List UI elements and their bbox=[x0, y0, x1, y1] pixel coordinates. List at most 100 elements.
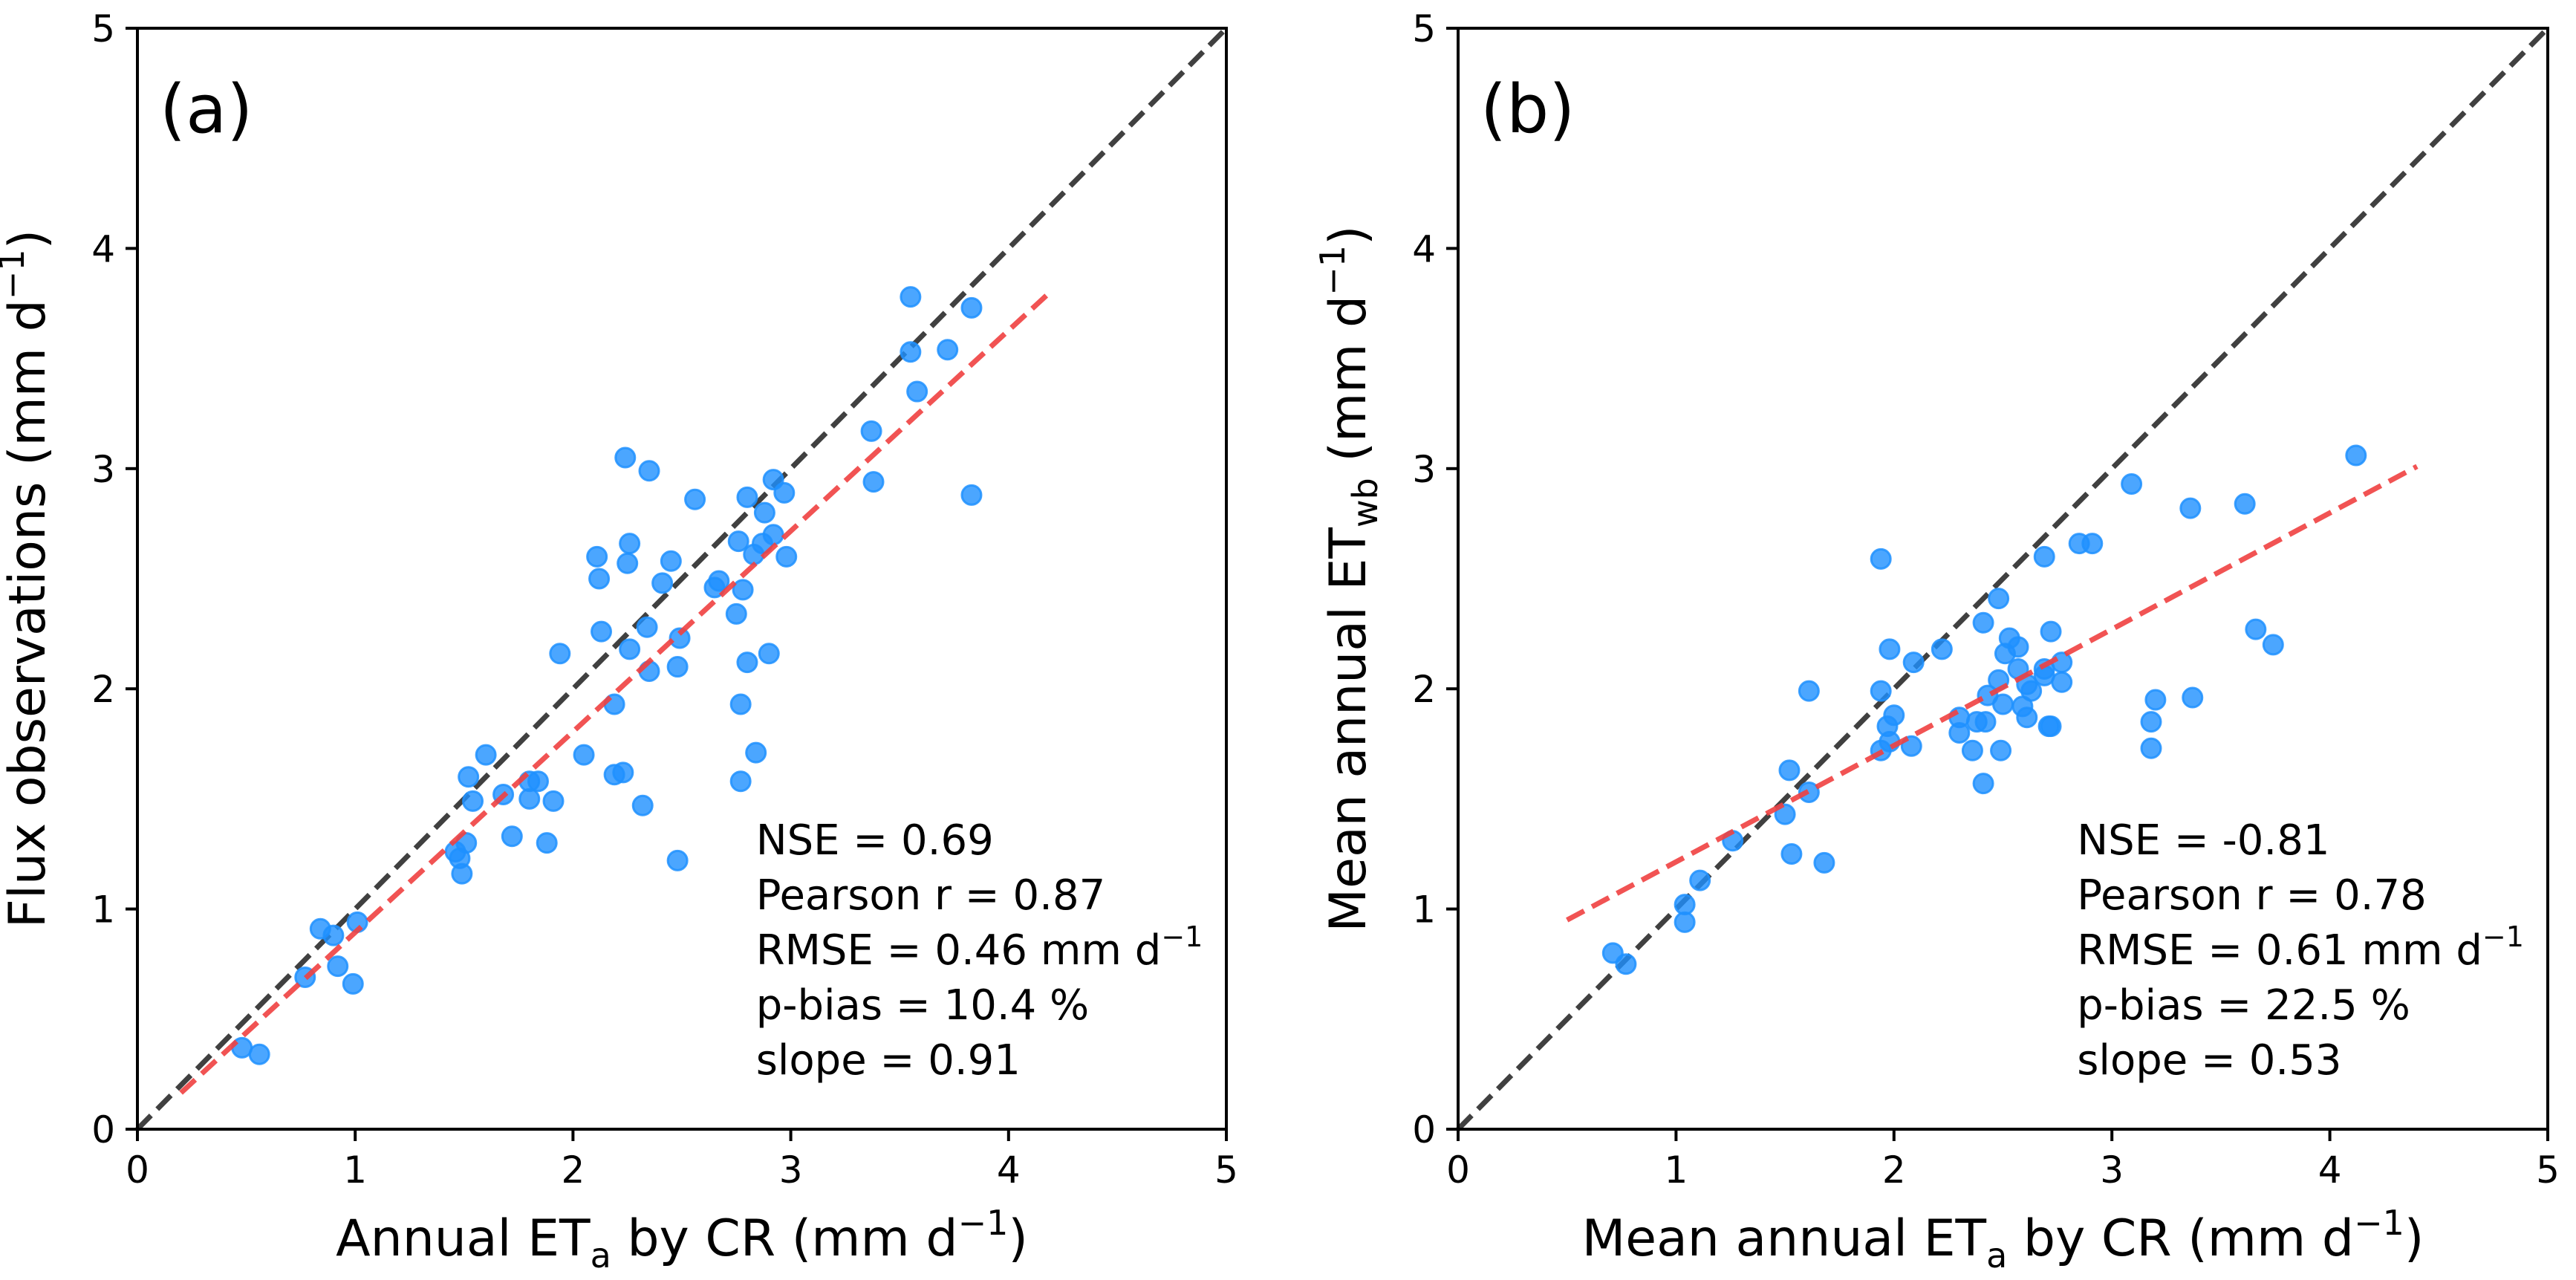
panel-b-y-tick-label: 4 bbox=[1412, 227, 1436, 270]
panel-b-y-tick-label: 3 bbox=[1412, 448, 1436, 491]
panel-b-xlabel-sub: a bbox=[1986, 1235, 2007, 1276]
panel-a-data-point bbox=[462, 790, 484, 812]
panel-a-data-point bbox=[729, 770, 752, 793]
panel-b-data-point bbox=[2234, 493, 2256, 515]
panel-a-data-point bbox=[619, 533, 641, 555]
panel-a-x-tick-label: 4 bbox=[997, 1149, 1021, 1192]
panel-a-xlabel-sub: a bbox=[591, 1235, 611, 1276]
panel-a-data-point bbox=[900, 341, 922, 363]
panel-a-y-tick-label: 2 bbox=[91, 668, 115, 711]
panel-b-xlabel-close: ) bbox=[2404, 1209, 2424, 1268]
panel-b-ylabel-main: Mean annual ET bbox=[1319, 527, 1378, 932]
panel-a-data-point bbox=[736, 652, 758, 674]
panel-b-regression-line bbox=[1566, 464, 2419, 923]
panel-a-ticks: 0 1 2 3 4 5 0 1 2 3 4 5 bbox=[91, 7, 1238, 1192]
panel-a-data-point bbox=[753, 501, 775, 524]
panel-a-data-point bbox=[501, 825, 523, 848]
panel-b-data-point bbox=[1902, 652, 1925, 674]
panel-a-data-point bbox=[342, 972, 364, 995]
panel-b-data-point bbox=[2140, 711, 2162, 733]
panel-b-data-point bbox=[1870, 548, 1892, 570]
panel-a-ylabel-main: Flux observations (mm d bbox=[0, 299, 57, 928]
panel-a-data-point bbox=[860, 420, 882, 442]
panel-a-data-point bbox=[666, 849, 689, 871]
panel-a-data-point bbox=[708, 570, 730, 592]
panel-a-data-point bbox=[762, 524, 784, 546]
panel-a-stat-line: Pearson r = 0.87 bbox=[756, 871, 1106, 920]
panel-a-data-point bbox=[758, 643, 780, 665]
panel-b-ylabel-sup: −1 bbox=[1313, 245, 1353, 296]
panel-b-stat-sup: −1 bbox=[2482, 920, 2524, 953]
panel-b-x-axis-label: Mean annual ETa by CR (mm d−1) bbox=[1582, 1203, 2424, 1276]
panel-a-data-point bbox=[669, 627, 691, 649]
panel-a-data-point bbox=[732, 579, 754, 601]
panel-b-data-point bbox=[2040, 620, 2062, 643]
panel-a-data-point bbox=[614, 446, 637, 469]
panel-b-data-point bbox=[2020, 680, 2043, 702]
panel-b-data-point bbox=[1931, 638, 1953, 660]
panel-a-data-point bbox=[636, 616, 658, 638]
panel-a-y-tick-label: 5 bbox=[91, 7, 115, 51]
panel-b-data-point bbox=[2182, 686, 2204, 709]
panel-a-data-point bbox=[536, 832, 558, 854]
panel-a-data-point bbox=[773, 481, 796, 504]
panel-b-stat-line: NSE = -0.81 bbox=[2077, 816, 2329, 865]
panel-a-x-tick-label: 1 bbox=[343, 1149, 367, 1192]
panel-a-label: (a) bbox=[160, 71, 253, 149]
panel-b-data-point bbox=[2016, 706, 2038, 729]
panel-a-x-tick-label: 2 bbox=[561, 1149, 585, 1192]
panel-a-data-point bbox=[619, 638, 641, 660]
panel-a-xlabel-close: ) bbox=[1008, 1209, 1028, 1268]
panel-b-data-point bbox=[1879, 638, 1901, 660]
panel-b-xlabel-sup: −1 bbox=[2354, 1203, 2404, 1243]
panel-a-data-point bbox=[327, 955, 349, 978]
panel-a-data-point bbox=[684, 488, 706, 510]
panel-a-x-tick-label: 3 bbox=[779, 1149, 803, 1192]
panel-a-data-point bbox=[937, 339, 959, 361]
panel-b-data-point bbox=[2345, 444, 2367, 467]
panel-b-stat-line: p-bias = 22.5 % bbox=[2077, 981, 2410, 1030]
panel-a-ylabel-close: ) bbox=[0, 230, 57, 250]
panel-a-data-point bbox=[651, 572, 674, 594]
panel-b-data-point bbox=[2051, 671, 2073, 693]
panel-b-data-point bbox=[2140, 737, 2162, 759]
panel-a-stat-line: NSE = 0.69 bbox=[756, 816, 994, 865]
panel-a-data-point bbox=[960, 484, 983, 506]
panel-b-data-point bbox=[1972, 773, 1994, 795]
panel-a-xlabel-sup: −1 bbox=[958, 1203, 1009, 1243]
panel-b-one-to-one-line bbox=[1456, 26, 2550, 1131]
panel-a-one-to-one-line bbox=[135, 26, 1229, 1131]
panel-b-data-point bbox=[1615, 953, 1637, 975]
panel-a-y-axis-label: Flux observations (mm d−1) bbox=[0, 230, 57, 928]
panel-a-data-point bbox=[591, 620, 613, 643]
panel-b-stats: NSE = -0.81 Pearson r = 0.78 RMSE = 0.61 m… bbox=[2077, 816, 2524, 1085]
panel-b-marks bbox=[1456, 26, 2550, 1131]
panel-a-stat-line: slope = 0.91 bbox=[756, 1036, 1021, 1085]
panel-a-stat-line: p-bias = 10.4 % bbox=[756, 981, 1090, 1030]
panel-a-x-axis-label: Annual ETa by CR (mm d−1) bbox=[336, 1203, 1028, 1276]
panel-a-data-point bbox=[736, 486, 758, 508]
panel-a-data-point bbox=[862, 471, 885, 493]
panel-b-data-point bbox=[2262, 634, 2284, 656]
panel-b-data-point bbox=[1798, 782, 1820, 804]
panel-b-data-point bbox=[1674, 911, 1696, 933]
panel-a-x-tick-label: 5 bbox=[1214, 1149, 1238, 1192]
panel-a-data-point bbox=[458, 766, 480, 788]
panel-a-data-point bbox=[960, 296, 983, 319]
panel-a-plot-frame bbox=[136, 27, 1228, 1131]
panel-b-data-point bbox=[2179, 497, 2202, 519]
panel-b-data-point bbox=[1689, 869, 1711, 891]
panel-b-ylabel-sub: wb bbox=[1345, 478, 1385, 527]
panel-a-data-point bbox=[475, 744, 497, 766]
panel-b-y-axis-label: Mean annual ETwb (mm d−1) bbox=[1313, 225, 1385, 932]
panel-a-data-point bbox=[588, 568, 611, 590]
panel-a-data-point bbox=[666, 656, 689, 678]
panel-b-data-point bbox=[2081, 533, 2104, 555]
panel-a-data-point bbox=[775, 545, 798, 568]
panel-a-data-point bbox=[248, 1043, 270, 1065]
panel-b-x-tick-label: 5 bbox=[2536, 1149, 2560, 1192]
panel-a-data-point bbox=[518, 787, 541, 810]
panel-b-ticks: 0 1 2 3 4 5 0 1 2 3 4 5 bbox=[1412, 7, 2560, 1192]
panel-a-data-point bbox=[638, 460, 660, 482]
